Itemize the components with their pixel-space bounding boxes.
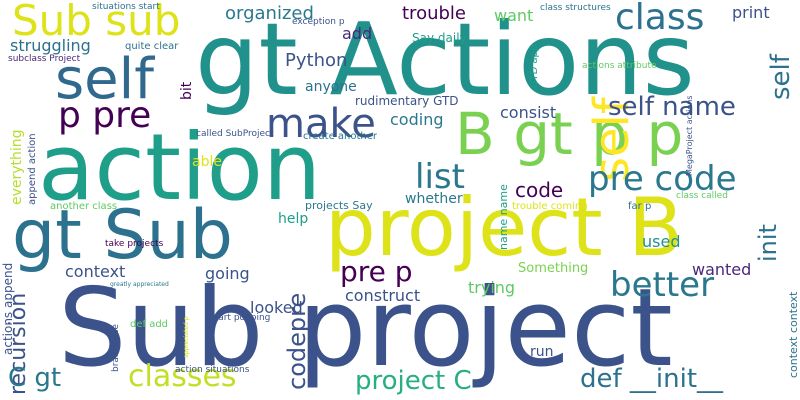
word: B gt p p (455, 100, 684, 168)
word: take projects (105, 239, 164, 249)
word: Sub sub (12, 0, 181, 45)
word: situations start (92, 2, 160, 12)
word: self (55, 47, 154, 112)
word: code (515, 178, 564, 202)
word: actions attribute (582, 61, 657, 71)
word: brain raise (111, 324, 121, 372)
word: class called (676, 191, 728, 201)
word: context (65, 262, 126, 281)
word: name name (497, 184, 510, 250)
word: going (205, 264, 250, 283)
word: list (415, 157, 465, 197)
word: init (754, 224, 782, 262)
word: class (615, 0, 705, 38)
word: project C (355, 366, 472, 396)
word: gt Actions (195, 1, 695, 118)
word: self name (608, 92, 736, 122)
word: help (278, 211, 309, 227)
word: whether (405, 191, 463, 207)
word: self (766, 54, 796, 100)
word: print (732, 3, 770, 22)
word: anyone (305, 79, 357, 95)
word: action (38, 114, 322, 221)
word: looked (250, 298, 303, 317)
word: greatly appreciated (110, 281, 169, 288)
word: called SubProject (196, 129, 274, 139)
word: C gt (8, 363, 62, 393)
word: project B (325, 181, 683, 274)
word: trying (468, 278, 516, 297)
word: better (610, 265, 715, 305)
word: trouble (402, 3, 466, 24)
word: context context (787, 291, 800, 378)
word: quite clear (125, 41, 179, 52)
word: want (494, 6, 534, 25)
word: p pre (58, 95, 152, 136)
word: bit (179, 81, 195, 100)
word: struggling (10, 36, 91, 55)
word: start popping (210, 313, 271, 323)
word: MegaProject actions (685, 95, 694, 176)
word: organized (225, 3, 314, 24)
word: def add (130, 319, 169, 330)
word: far p (628, 201, 652, 212)
word: Say daily (412, 31, 467, 45)
word: exception p (292, 17, 345, 27)
word: Python (285, 50, 348, 71)
word: wanted (692, 260, 752, 279)
word: make (266, 101, 376, 147)
word: pre p (340, 255, 413, 288)
word: trouble coming (512, 201, 588, 212)
word: rudimentary GTD (355, 94, 459, 108)
word: def __init__ (580, 364, 724, 394)
word: able (192, 154, 222, 170)
word: append action (27, 133, 38, 205)
word: everything (9, 129, 25, 205)
word: create another (303, 131, 378, 142)
word: add (342, 24, 373, 43)
word: classes (128, 359, 237, 394)
word: GTD app (529, 44, 540, 88)
word: run (530, 344, 554, 360)
word: construct (345, 286, 421, 305)
word: class structures (540, 3, 611, 13)
word: subclass Project (8, 54, 81, 64)
word: gt Sub (12, 196, 233, 275)
word: used (642, 232, 681, 251)
word: appreciated p (183, 316, 190, 358)
word: coding (390, 110, 444, 129)
word: actions append (1, 262, 15, 355)
word: another class (50, 201, 118, 212)
word: Sub project (58, 266, 673, 391)
word: consist (500, 103, 557, 122)
word: pre code (588, 159, 737, 199)
word: Something (518, 261, 589, 276)
word: projects Say (305, 199, 373, 212)
word: action situations (175, 365, 250, 375)
